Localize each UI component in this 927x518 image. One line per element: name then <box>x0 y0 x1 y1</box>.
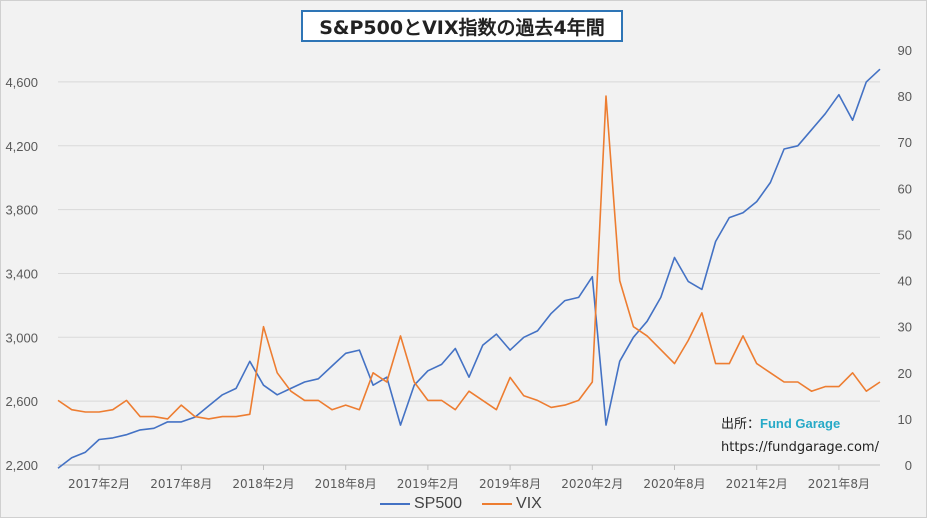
credit-prefix: 出所： <box>721 417 761 432</box>
x-tick-label: 2018年2月 <box>232 477 294 491</box>
legend-swatch-sp500 <box>380 503 410 505</box>
y-right-tick-label: 80 <box>898 89 912 104</box>
x-tick-label: 2019年8月 <box>479 477 541 491</box>
y-left-tick-label: 3,800 <box>5 203 38 218</box>
legend-item-vix: VIX <box>482 495 542 513</box>
y-right-tick-label: 10 <box>898 412 912 427</box>
x-tick-label: 2018年8月 <box>315 477 377 491</box>
series-line-sp500 <box>57 68 881 469</box>
chart-title: S&P500とVIX指数の過去4年間 <box>319 16 605 39</box>
legend-swatch-vix <box>482 503 513 505</box>
x-tick-label: 2020年8月 <box>643 477 705 491</box>
y-right-tick-label: 50 <box>898 227 912 242</box>
source-credit: 出所：Fund Garage <box>721 413 840 432</box>
y-right-tick-label: 60 <box>898 181 912 196</box>
x-tick-label: 2021年2月 <box>726 477 788 491</box>
legend-item-sp500: SP500 <box>380 495 462 513</box>
y-right-tick-label: 40 <box>898 274 912 289</box>
y-left-tick-label: 3,400 <box>5 266 38 281</box>
y-left-tick-label: 2,600 <box>5 394 38 409</box>
y-right-tick-label: 90 <box>898 43 912 58</box>
legend: SP500 VIX <box>380 495 562 513</box>
x-tick-label: 2017年8月 <box>150 477 212 491</box>
y-right-tick-label: 20 <box>898 366 912 381</box>
chart-title-box: S&P500とVIX指数の過去4年間 <box>301 10 623 42</box>
x-tick-label: 2021年8月 <box>808 477 870 491</box>
source-url: https://fundgarage.com/ <box>721 440 879 455</box>
x-tick-label: 2020年2月 <box>561 477 623 491</box>
x-tick-label: 2019年2月 <box>397 477 459 491</box>
legend-label-sp500: SP500 <box>414 495 463 512</box>
y-left-tick-label: 4,200 <box>5 139 38 154</box>
credit-brand: Fund Garage <box>760 416 841 431</box>
y-right-tick-label: 70 <box>898 135 912 150</box>
series-line-vix <box>57 95 881 420</box>
x-tick-label: 2017年2月 <box>68 477 130 491</box>
legend-label-vix: VIX <box>516 495 542 512</box>
y-right-tick-label: 30 <box>898 320 912 335</box>
y-right-tick-label: 0 <box>905 458 912 473</box>
y-left-tick-label: 2,200 <box>5 458 38 473</box>
y-left-tick-label: 3,000 <box>5 330 38 345</box>
y-left-tick-label: 4,600 <box>5 75 38 90</box>
